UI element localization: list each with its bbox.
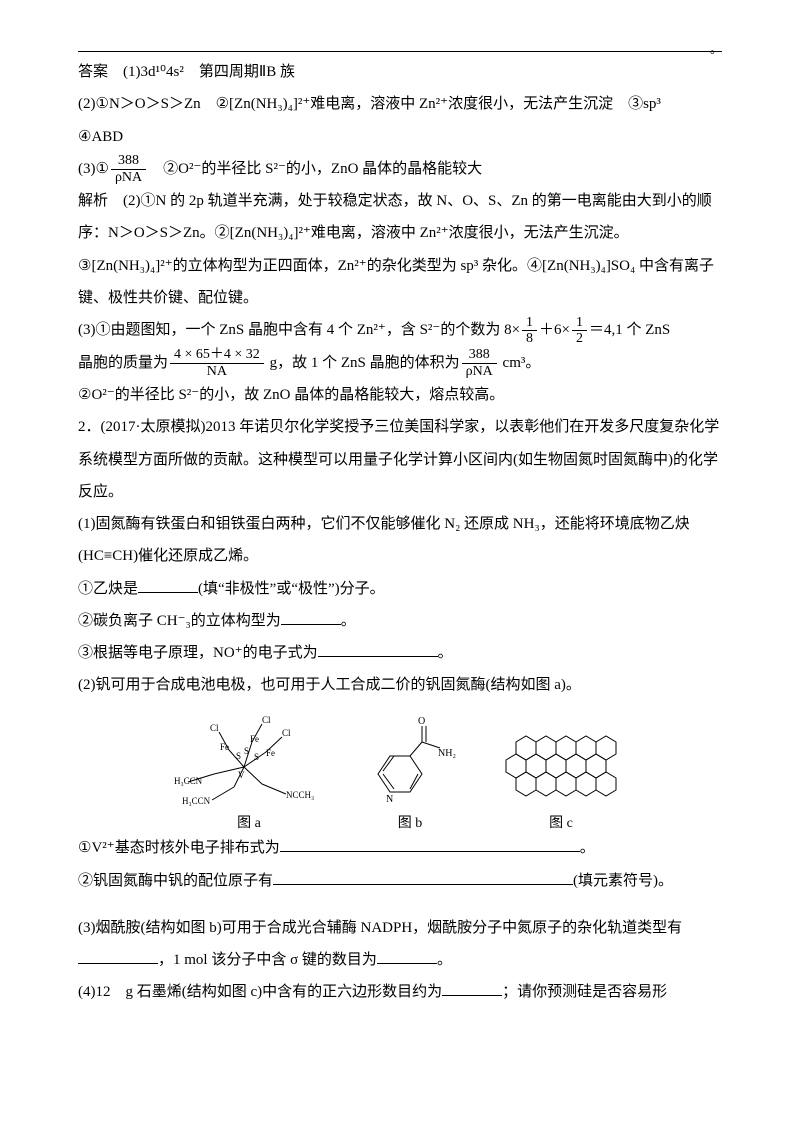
svg-text:Fe: Fe	[250, 734, 259, 744]
svg-text:N: N	[386, 794, 393, 805]
a3-frac-den: ρNA	[111, 170, 146, 185]
an-fr3-den: NA	[170, 364, 264, 379]
spacer	[78, 897, 722, 912]
a3-post: ②O²⁻的半径比 S²⁻的小，ZnO 晶体的晶格能较大	[148, 161, 482, 177]
an-p3-post: ＝4,1 个 ZnS	[589, 322, 670, 338]
svg-text:NCCH₃: NCCH₃	[286, 790, 314, 800]
analysis-p3: (3)①由题图知，一个 ZnS 晶胞中含有 4 个 Zn²⁺，含 S²⁻的个数为…	[78, 314, 722, 346]
analysis-p1-text: (2)①N 的 2p 轨道半充满，处于较稳定状态，故 N、O、S、Zn 的第一电…	[78, 193, 712, 241]
q2-p2b-pre: ②钒固氮酶中钒的配位原子有	[78, 873, 273, 889]
svg-text:Cl: Cl	[282, 728, 291, 738]
an-fr3-num: 4 × 65＋4 × 32	[170, 347, 264, 363]
answer-label: 答案	[78, 64, 108, 80]
an-p4-post: cm³。	[499, 355, 541, 371]
q2-p1a: ①乙炔是 (填“非极性”或“极性”)分子。	[78, 573, 722, 605]
an-p4-pre: 晶胞的质量为	[78, 355, 168, 371]
answer-line-1: 答案 (1)3d¹⁰4s² 第四周期ⅡB 族	[78, 56, 722, 88]
analysis-label: 解析	[78, 193, 108, 209]
svg-text:S: S	[254, 752, 259, 762]
q2-p1: (1)固氮酶有铁蛋白和钼铁蛋白两种，它们不仅能够催化 N₂ 还原成 NH₃，还能…	[78, 508, 722, 573]
q2-p1c-pre: ③根据等电子原理，NO⁺的电子式为	[78, 645, 318, 661]
answer-line-2: (2)①N＞O＞S＞Zn ②[Zn(NH₃)₄]²⁺难电离，溶液中 Zn²⁺浓度…	[78, 88, 722, 120]
figure-c-svg	[496, 722, 626, 812]
an-p4-mid: g，故 1 个 ZnS 晶胞的体积为	[266, 355, 460, 371]
svg-text:Cl: Cl	[210, 723, 219, 733]
an-fr1-num: 1	[522, 315, 537, 331]
a3-frac-num: 388	[111, 153, 146, 169]
top-rule: 。	[78, 50, 722, 52]
an-fr4-num: 388	[462, 347, 497, 363]
an-fr1: 18	[520, 315, 539, 347]
svg-text:Fe: Fe	[220, 742, 229, 752]
top-rule-dot: 。	[710, 37, 722, 63]
svg-text:S: S	[244, 746, 249, 756]
svg-text:V: V	[238, 770, 245, 780]
a3-frac: 388ρNA	[109, 153, 148, 185]
figure-c-label: 图 c	[496, 816, 626, 833]
q2-p3-post: 。	[437, 952, 452, 968]
blank-1	[138, 577, 198, 593]
svg-text:Cl: Cl	[262, 715, 271, 725]
q2-p2b: ②钒固氮酶中钒的配位原子有 (填元素符号)。	[78, 865, 722, 897]
q2-p2a: ①V²⁺基态时核外电子排布式为 。	[78, 832, 722, 864]
q2-p1a-mid: (填“非极性”或“极性”)分子。	[198, 581, 385, 597]
q2-p4-pre: (4)12 g 石墨烯(结构如图 c)中含有的正六边形数目约为	[78, 984, 442, 1000]
blank-7	[377, 948, 437, 964]
blank-3	[318, 641, 438, 657]
analysis-p1: 解析 (2)①N 的 2p 轨道半充满，处于较稳定状态，故 N、O、S、Zn 的…	[78, 185, 722, 250]
blank-5	[273, 869, 573, 885]
q2-p3-pre: (3)烟酰胺(结构如图 b)可用于合成光合辅酶 NADPH，烟酰胺分子中氮原子的…	[78, 920, 682, 936]
answer-1: (1)3d¹⁰4s² 第四周期ⅡB 族	[123, 64, 295, 80]
q2-p2: (2)钒可用于合成电池电极，也可用于人工合成二价的钒固氮酶(结构如图 a)。	[78, 669, 722, 701]
q2-p1b-post: 。	[341, 613, 356, 629]
q2-p4: (4)12 g 石墨烯(结构如图 c)中含有的正六边形数目约为 ；请你预测硅是否容…	[78, 976, 722, 1008]
figure-a-label: 图 a	[174, 816, 324, 833]
an-fr2-num: 1	[572, 315, 587, 331]
svg-text:Fe: Fe	[266, 748, 275, 758]
figure-c: 图 c	[496, 722, 626, 833]
svg-text:O: O	[418, 716, 425, 727]
q2-p3-mid: ，1 mol 该分子中含 σ 键的数目为	[158, 952, 377, 968]
q2-p2b-post: (填元素符号)。	[573, 873, 673, 889]
q2-p1b-pre: ②碳负离子 CH⁻₃的立体构型为	[78, 613, 281, 629]
an-fr3: 4 × 65＋4 × 32NA	[168, 347, 266, 379]
blank-4	[280, 836, 580, 852]
blank-6	[78, 948, 158, 964]
figure-b-svg: N O NH₂	[360, 712, 460, 812]
svg-text:H₃CCN: H₃CCN	[174, 776, 203, 786]
svg-text:S: S	[236, 751, 241, 761]
q2-p2a-pre: ①V²⁺基态时核外电子排布式为	[78, 840, 280, 856]
answer-line-3: (3)①388ρNA ②O²⁻的半径比 S²⁻的小，ZnO 晶体的晶格能较大	[78, 153, 722, 185]
an-fr4: 388ρNA	[460, 347, 499, 379]
an-fr4-den: ρNA	[462, 364, 497, 379]
an-p3-mid: ＋6×	[539, 322, 570, 338]
svg-text:NH₂: NH₂	[438, 748, 456, 759]
figure-row: Cl Cl Cl Fe Fe Fe S S S V H₃CCN H₃CCN NC…	[78, 712, 722, 833]
q2-p1a-pre: ①乙炔是	[78, 581, 138, 597]
analysis-p2: ③[Zn(NH₃)₄]²⁺的立体构型为正四面体，Zn²⁺的杂化类型为 sp³ 杂…	[78, 250, 722, 315]
blank-2	[281, 609, 341, 625]
an-fr2-den: 2	[572, 331, 587, 346]
analysis-p4: 晶胞的质量为4 × 65＋4 × 32NA g，故 1 个 ZnS 晶胞的体积为…	[78, 347, 722, 379]
figure-b: N O NH₂ 图 b	[360, 712, 460, 833]
blank-8	[442, 980, 502, 996]
q2-p2a-post: 。	[580, 840, 595, 856]
a3-pre: (3)①	[78, 161, 109, 177]
figure-a: Cl Cl Cl Fe Fe Fe S S S V H₃CCN H₃CCN NC…	[174, 712, 324, 833]
figure-b-label: 图 b	[360, 816, 460, 833]
q2-p1c-post: 。	[438, 645, 453, 661]
an-fr2: 12	[570, 315, 589, 347]
answer-line-2b: ④ABD	[78, 121, 722, 153]
q2-p3: (3)烟酰胺(结构如图 b)可用于合成光合辅酶 NADPH，烟酰胺分子中氮原子的…	[78, 912, 722, 977]
analysis-p5: ②O²⁻的半径比 S²⁻的小，故 ZnO 晶体的晶格能较大，熔点较高。	[78, 379, 722, 411]
q2-p4-post: ；请你预测硅是否容易形	[502, 984, 667, 1000]
svg-text:H₃CCN: H₃CCN	[182, 796, 211, 806]
an-p3-pre: (3)①由题图知，一个 ZnS 晶胞中含有 4 个 Zn²⁺，含 S²⁻的个数为…	[78, 322, 520, 338]
an-fr1-den: 8	[522, 331, 537, 346]
figure-a-svg: Cl Cl Cl Fe Fe Fe S S S V H₃CCN H₃CCN NC…	[174, 712, 324, 812]
page: 。 答案 (1)3d¹⁰4s² 第四周期ⅡB 族 (2)①N＞O＞S＞Zn ②[…	[0, 0, 800, 1049]
q2-p1b: ②碳负离子 CH⁻₃的立体构型为 。	[78, 605, 722, 637]
q2-p1c: ③根据等电子原理，NO⁺的电子式为 。	[78, 637, 722, 669]
q2-head: 2．(2017·太原模拟)2013 年诺贝尔化学奖授予三位美国科学家，以表彰他们…	[78, 411, 722, 508]
